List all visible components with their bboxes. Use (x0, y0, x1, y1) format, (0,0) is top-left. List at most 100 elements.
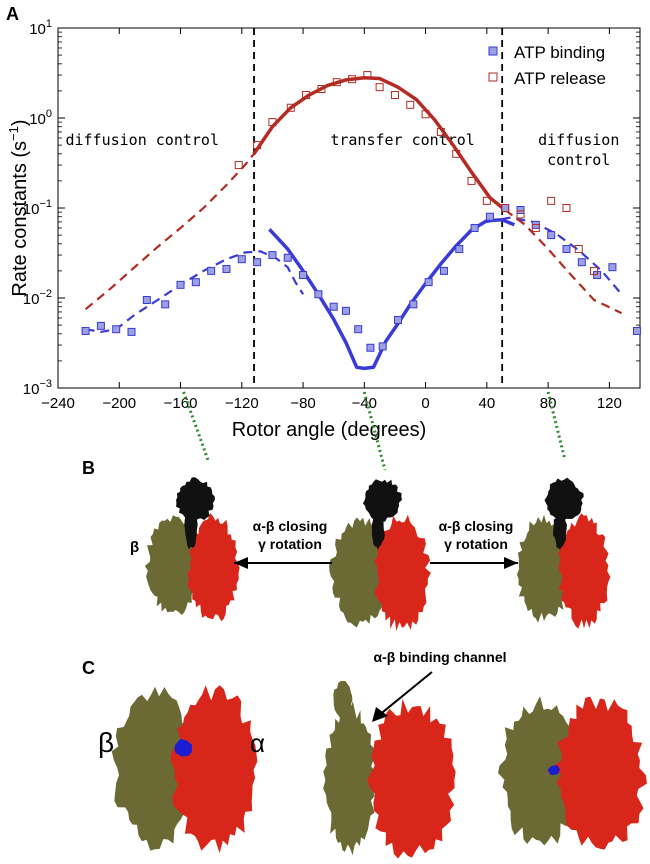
data-point-atp-binding (329, 302, 338, 311)
x-axis-label: Rotor angle (degrees) (232, 419, 427, 441)
data-point-atp-release (482, 196, 491, 205)
panel-label-c: C (82, 658, 95, 678)
data-point-atp-binding (283, 253, 292, 262)
x-tick-label: −200 (102, 395, 136, 412)
panel-b-beta-label: β (130, 539, 139, 556)
fit-dashed-atp-release (504, 209, 623, 315)
atp-ligand (547, 765, 560, 776)
data-point-atp-binding (516, 206, 525, 215)
data-point-atp-binding (222, 265, 231, 274)
x-tick-label: −40 (352, 395, 377, 412)
channel-arrow-head (372, 707, 388, 722)
data-point-atp-release (234, 161, 243, 170)
arrow-right-label: α-β closing (439, 518, 514, 534)
fit-dashed-atp-binding (486, 216, 623, 296)
alpha-subunit (374, 514, 431, 632)
panel-label-b: B (82, 458, 95, 478)
legend-label: ATP release (514, 69, 606, 88)
data-point-atp-release (406, 100, 415, 109)
gamma-stalk (184, 512, 198, 550)
data-point-atp-binding (608, 263, 617, 272)
data-point-atp-release (547, 196, 556, 205)
alpha-subunit-open (367, 698, 456, 859)
x-tick-label: −80 (290, 395, 315, 412)
panel-c-structures: β α α-β binding channel (98, 649, 647, 859)
data-point-atp-binding (299, 271, 308, 280)
data-point-atp-binding (439, 266, 448, 275)
legend-label: ATP binding (514, 43, 605, 62)
data-point-atp-binding (354, 325, 363, 334)
data-point-atp-release (531, 223, 540, 232)
angle-connector (182, 391, 210, 461)
data-point-atp-binding (81, 326, 90, 335)
data-point-atp-binding (314, 290, 323, 299)
data-point-atp-release (390, 91, 399, 100)
beta-subunit-tip (333, 680, 353, 720)
data-point-atp-binding (366, 343, 375, 352)
data-point-atp-binding (268, 251, 277, 260)
data-point-atp-release (332, 78, 341, 87)
data-point-atp-release (436, 127, 445, 136)
data-point-atp-release (516, 210, 525, 219)
data-point-atp-release (253, 141, 262, 150)
legend-marker (488, 46, 498, 56)
region-label: control (547, 151, 610, 169)
data-point-atp-binding (485, 212, 494, 221)
data-point-atp-binding (632, 326, 641, 335)
data-point-atp-binding (237, 255, 246, 264)
data-point-atp-release (562, 204, 571, 212)
data-point-atp-release (302, 91, 311, 100)
data-point-atp-binding (455, 245, 464, 254)
data-point-atp-binding (470, 223, 479, 232)
alpha-subunit (558, 513, 611, 629)
y-axis-label: Rate constants (s−1) (6, 119, 31, 296)
data-point-atp-binding (378, 342, 387, 351)
fit-dashed-atp-release (84, 153, 255, 311)
region-label: diffusion control (65, 131, 219, 149)
angle-connector (546, 391, 567, 461)
gamma-subunit (544, 477, 584, 522)
panel-label-a: A (6, 4, 19, 24)
data-point-atp-binding (562, 245, 571, 254)
angle-connector (362, 391, 387, 471)
data-point-atp-release (317, 85, 326, 94)
data-point-atp-release (467, 176, 476, 185)
gamma-stalk (371, 510, 385, 550)
data-point-atp-release (590, 266, 599, 275)
alpha-subunit (552, 696, 647, 850)
data-point-atp-release (375, 83, 384, 92)
data-point-atp-binding (127, 327, 136, 336)
data-point-atp-release (421, 110, 430, 119)
data-point-atp-binding (424, 278, 433, 287)
gamma-subunit (176, 477, 215, 523)
arrow-left-head (234, 557, 248, 569)
channel-label: α-β binding channel (373, 649, 506, 665)
data-point-atp-binding (96, 321, 105, 330)
data-point-atp-binding (191, 278, 200, 287)
x-tick-label: −160 (164, 395, 198, 412)
alpha-subunit (170, 685, 258, 854)
gamma-subunit (362, 479, 402, 522)
data-point-atp-binding (409, 300, 418, 309)
data-point-atp-release (286, 103, 295, 112)
data-point-atp-release (348, 75, 357, 84)
x-tick-label: 40 (478, 395, 495, 412)
x-tick-label: 120 (597, 395, 622, 412)
data-point-atp-binding (577, 258, 586, 267)
data-point-atp-binding (253, 258, 262, 267)
x-tick-label: 0 (421, 395, 429, 412)
data-point-atp-release (501, 204, 510, 212)
y-tick-label: 101 (29, 18, 52, 38)
alpha-subunit (187, 513, 240, 622)
data-point-atp-binding (547, 231, 556, 240)
data-point-atp-release (268, 118, 277, 127)
atp-ligand (174, 738, 193, 757)
arrow-left-label: γ rotation (258, 536, 322, 552)
panel-c-alpha-label: α (250, 728, 265, 758)
panel-b-structures: β α-β closing γ rotation α-β closing γ rotat… (130, 477, 611, 632)
beta-subunit-open (323, 699, 376, 856)
y-tick-label: 100 (29, 108, 52, 128)
data-point-atp-release (452, 149, 461, 158)
rate-chart: −240 −200 −160 −120 −80 −40 0 40 80 12010−310−210… (6, 18, 641, 441)
gamma-stalk (553, 510, 567, 550)
